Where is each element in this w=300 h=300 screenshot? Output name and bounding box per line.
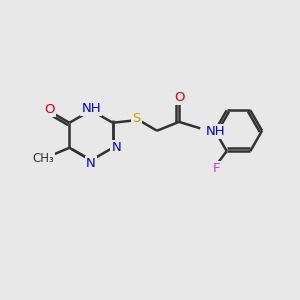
Text: O: O bbox=[44, 103, 55, 116]
Text: F: F bbox=[213, 162, 220, 175]
Text: N: N bbox=[86, 157, 96, 170]
Text: CH₃: CH₃ bbox=[32, 152, 54, 165]
Text: O: O bbox=[174, 91, 184, 104]
Text: N: N bbox=[111, 141, 121, 154]
Text: NH: NH bbox=[206, 125, 225, 138]
Text: S: S bbox=[132, 112, 140, 125]
Text: NH: NH bbox=[81, 102, 101, 115]
